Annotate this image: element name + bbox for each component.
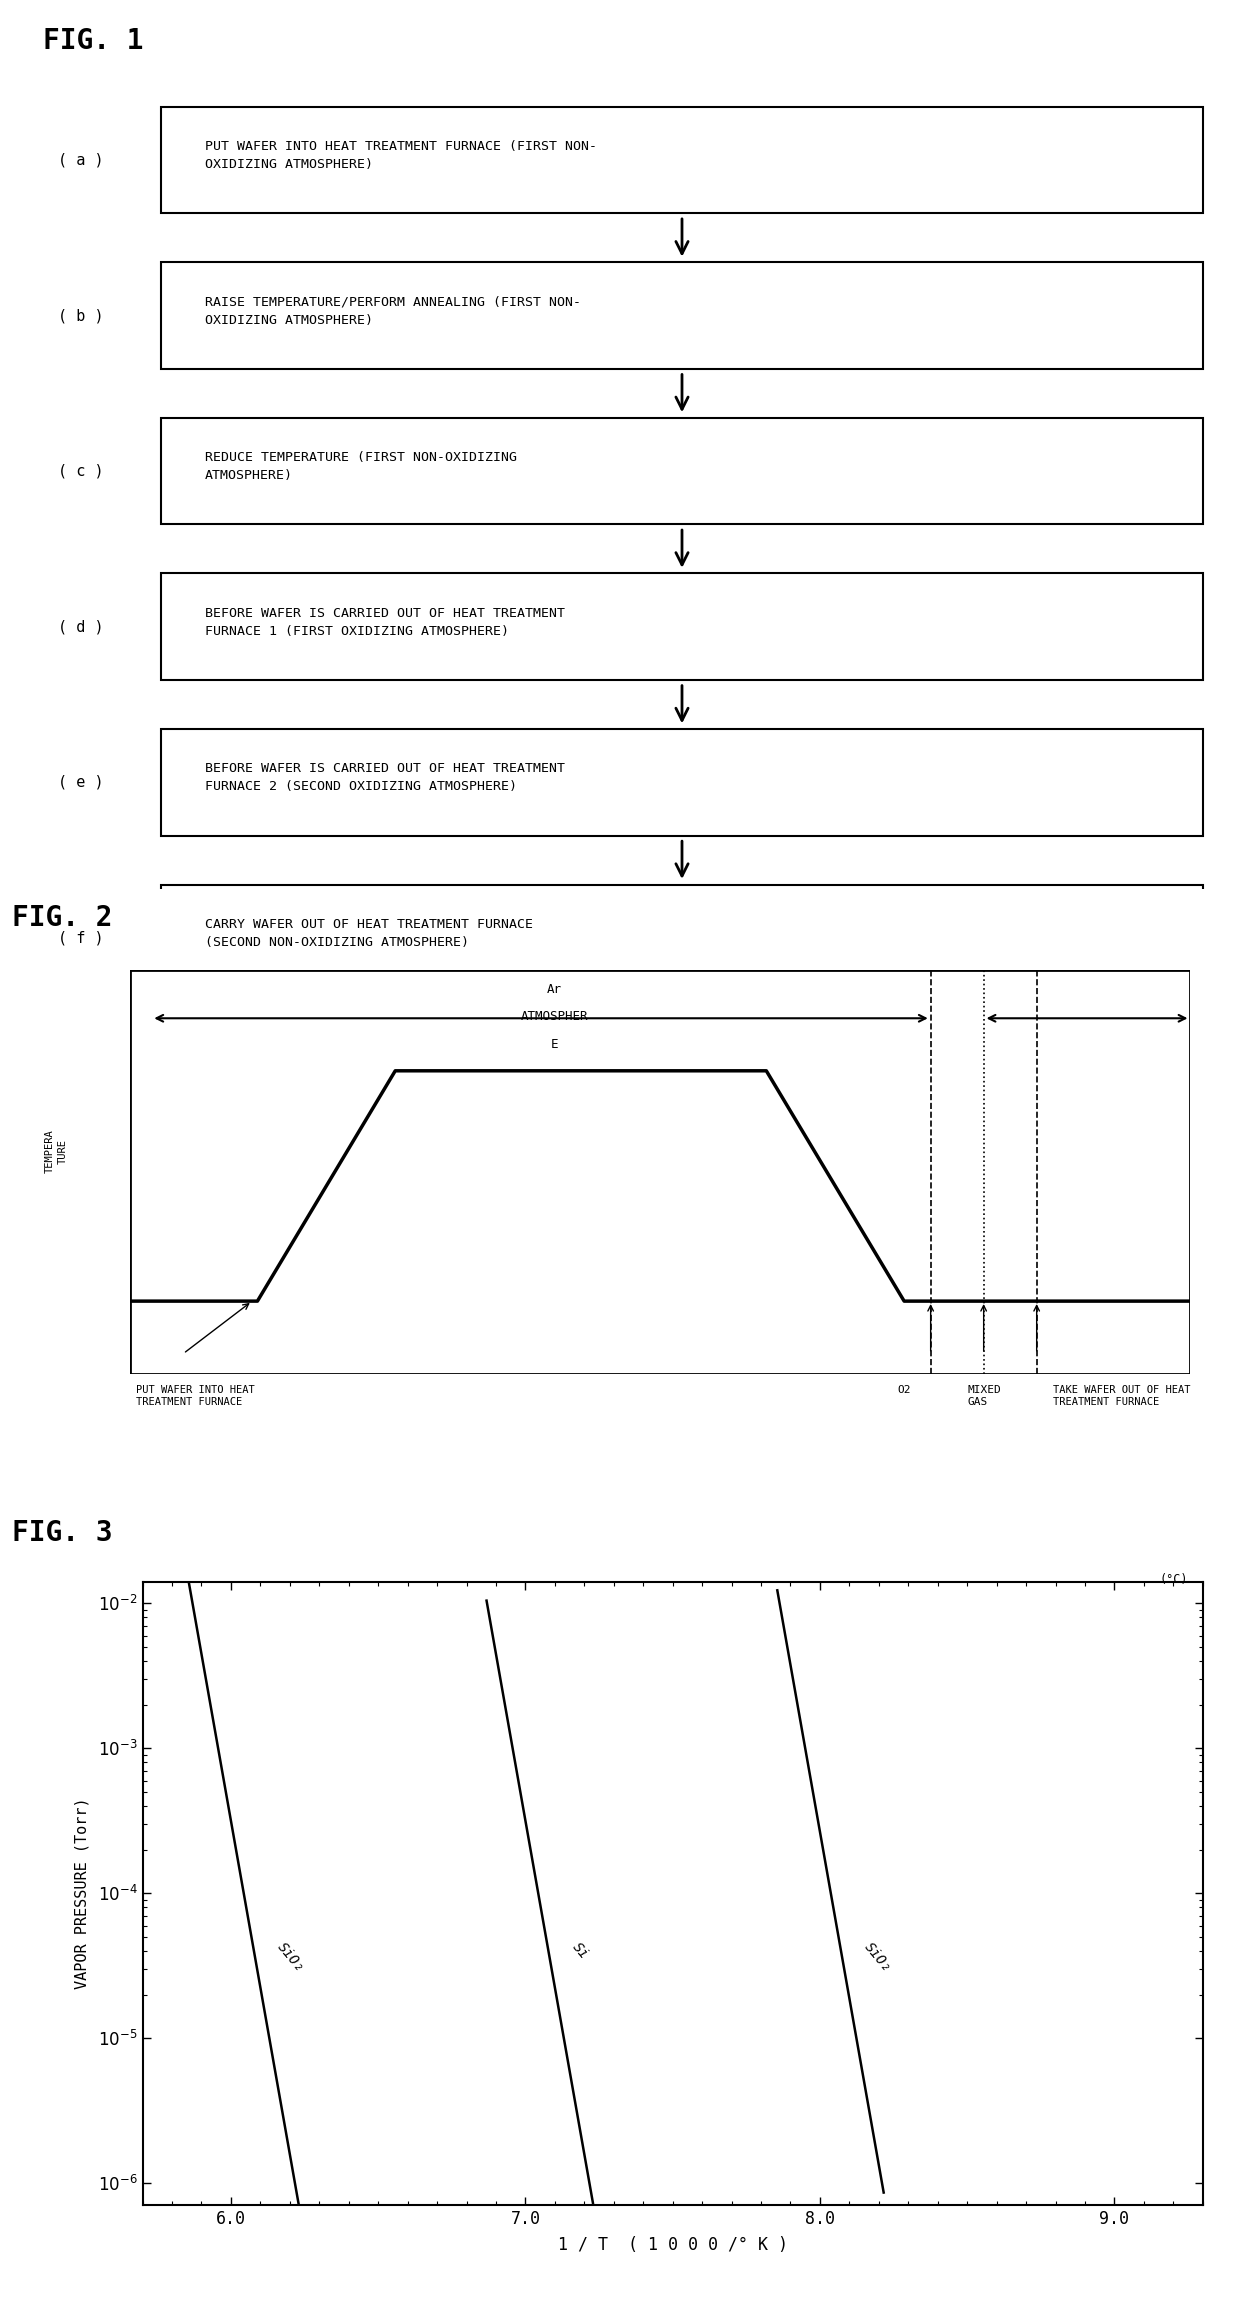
Text: ( b ): ( b ) [58, 307, 103, 323]
Text: ( d ): ( d ) [58, 619, 103, 635]
Text: ( f ): ( f ) [58, 931, 103, 944]
Text: MIXED
GAS: MIXED GAS [967, 1385, 1002, 1408]
Text: Ar: Ar [547, 984, 562, 997]
Text: CARRY WAFER OUT OF HEAT TREATMENT FURNACE
(SECOND NON-OXIDIZING ATMOSPHERE): CARRY WAFER OUT OF HEAT TREATMENT FURNAC… [205, 919, 533, 949]
Text: RAISE TEMPERATURE/PERFORM ANNEALING (FIRST NON-
OXIDIZING ATMOSPHERE): RAISE TEMPERATURE/PERFORM ANNEALING (FIR… [205, 296, 580, 326]
Text: O2: O2 [898, 1385, 911, 1395]
Text: E: E [551, 1039, 558, 1051]
Bar [161, 106, 1203, 212]
Text: (°C): (°C) [1159, 1572, 1188, 1586]
Text: Si: Si [569, 1940, 590, 1960]
Y-axis label: VAPOR PRESSURE (Torr): VAPOR PRESSURE (Torr) [74, 1799, 89, 1988]
Text: FIG. 3: FIG. 3 [12, 1519, 113, 1547]
Text: SiO₂: SiO₂ [862, 1940, 894, 1974]
Text: PUT WAFER INTO HEAT
TREATMENT FURNACE: PUT WAFER INTO HEAT TREATMENT FURNACE [135, 1385, 254, 1408]
Text: PUT WAFER INTO HEAT TREATMENT FURNACE (FIRST NON-
OXIDIZING ATMOSPHERE): PUT WAFER INTO HEAT TREATMENT FURNACE (F… [205, 141, 596, 171]
Bar [161, 573, 1203, 681]
Bar [161, 884, 1203, 991]
Text: BEFORE WAFER IS CARRIED OUT OF HEAT TREATMENT
FURNACE 2 (SECOND OXIDIZING ATMOSP: BEFORE WAFER IS CARRIED OUT OF HEAT TREA… [205, 762, 564, 794]
Text: SiO₂: SiO₂ [275, 1940, 308, 1974]
Text: TAKE WAFER OUT OF HEAT
TREATMENT FURNACE: TAKE WAFER OUT OF HEAT TREATMENT FURNACE [1053, 1385, 1190, 1408]
Text: BEFORE WAFER IS CARRIED OUT OF HEAT TREATMENT
FURNACE 1 (FIRST OXIDIZING ATMOSPH: BEFORE WAFER IS CARRIED OUT OF HEAT TREA… [205, 607, 564, 637]
Text: ( e ): ( e ) [58, 776, 103, 790]
Text: FIG. 1: FIG. 1 [43, 28, 144, 55]
Bar [161, 730, 1203, 836]
Text: ( c ): ( c ) [58, 464, 103, 478]
Text: FIG. 2: FIG. 2 [12, 903, 113, 933]
Bar [161, 263, 1203, 369]
Text: ATMOSPHER: ATMOSPHER [521, 1009, 588, 1023]
Text: REDUCE TEMPERATURE (FIRST NON-OXIDIZING
ATMOSPHERE): REDUCE TEMPERATURE (FIRST NON-OXIDIZING … [205, 450, 517, 483]
X-axis label: 1 / T  ( 1 0 0 0 /° K ): 1 / T ( 1 0 0 0 /° K ) [558, 2237, 787, 2254]
Text: ( a ): ( a ) [58, 152, 103, 169]
Text: TEMPERA
TURE: TEMPERA TURE [45, 1129, 68, 1173]
Bar [161, 418, 1203, 524]
